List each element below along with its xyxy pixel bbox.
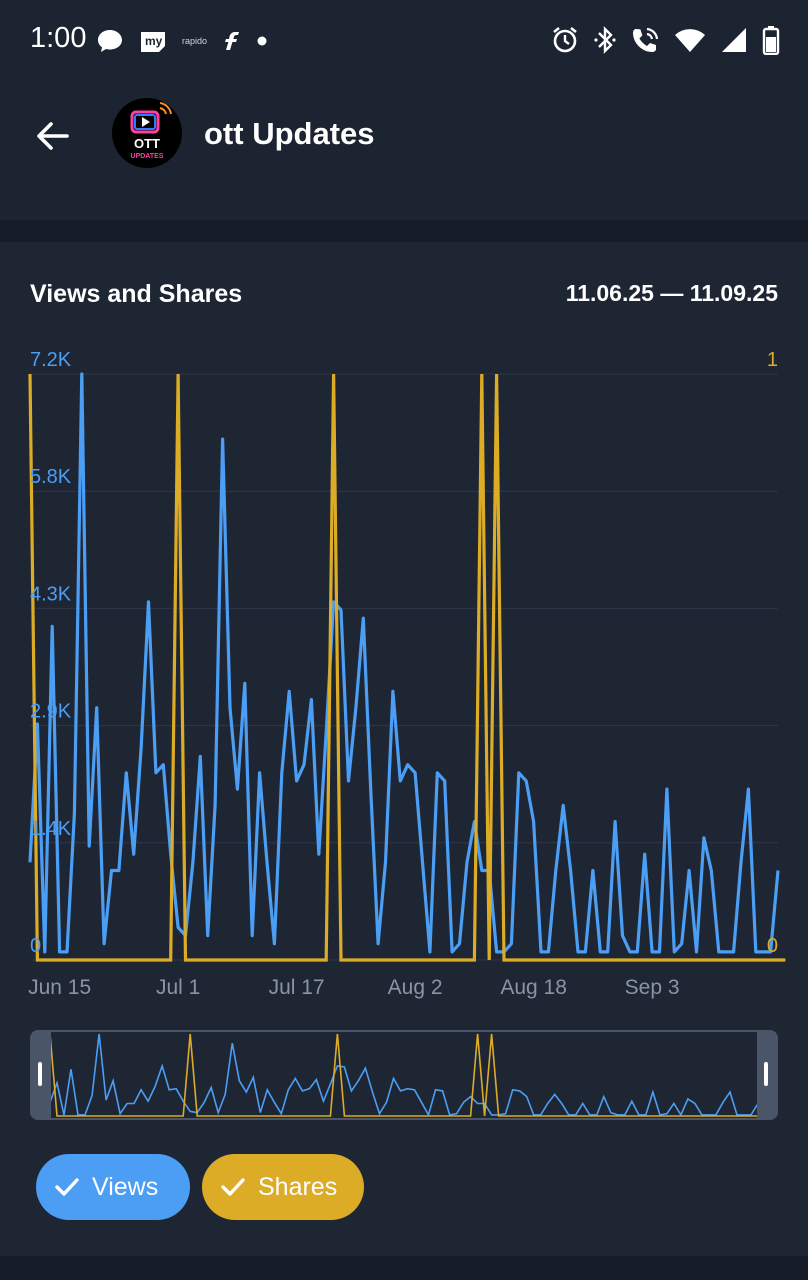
alarm-icon [553,26,577,53]
arrow-left-icon [37,122,69,150]
y-left-tick-label: 2.9K [30,701,72,723]
x-tick-label: Sep 3 [625,976,680,999]
battery-icon [762,26,780,55]
chart-title: Views and Shares [30,280,243,308]
status-bar: 1:00 my rapido [0,0,808,82]
svg-text:my: my [145,34,163,48]
signal-icon [722,28,746,52]
channel-title: ott Updates [204,116,375,151]
shares-toggle-label: Shares [258,1172,338,1201]
navigator-shares-line [49,1033,765,1117]
section-divider [0,220,808,242]
y-left-tick-label: 4.3K [30,583,72,605]
shares-line [28,373,786,962]
app-header: OTT UPDATES ott Updates [0,82,808,220]
chat-bubble-icon [98,30,122,52]
back-button[interactable] [28,112,76,160]
y-left-tick-label: 0 [30,935,41,957]
avatar-line1: OTT [134,136,160,151]
status-system-icons [550,22,780,58]
checkmark-icon [221,1178,245,1196]
y-left-tick-label: 1.4K [30,818,72,840]
grid-lines [30,373,778,961]
status-time: 1:00 [30,22,87,54]
rapido-app-icon: rapido [182,36,208,46]
y-right-tick-label: 1 [767,349,778,371]
my-app-icon: my [141,32,165,52]
y-left-tick-label: 5.8K [30,466,72,488]
wifi-icon [675,29,705,52]
shares-toggle[interactable]: Shares [202,1154,364,1220]
x-axis-labels: Jun 15 Jul 1 Jul 17 Aug 2 Aug 18 Sep 3 [28,976,679,999]
navigator-views-series [49,1033,759,1117]
x-tick-label: Jul 1 [156,976,200,999]
views-toggle[interactable]: Views [36,1154,190,1220]
views-series [28,372,780,954]
x-tick-label: Jul 17 [269,976,325,999]
range-navigator[interactable] [30,1030,778,1120]
bluetooth-icon [594,26,616,54]
navigator-shares-series [49,1033,765,1117]
avatar[interactable]: OTT UPDATES [112,98,182,168]
shares-series [28,373,786,962]
tv-logo-icon: OTT UPDATES [130,102,172,160]
y-axis-labels: 0 1.4K 2.9K 4.3K 5.8K 7.2K 0 1 [30,349,778,957]
x-tick-label: Aug 2 [388,976,443,999]
dot-icon [257,36,267,46]
bottom-band [0,1256,808,1280]
date-range[interactable]: 11.06.25 — 11.09.25 [565,280,778,306]
y-left-tick-label: 7.2K [30,349,72,371]
legend: Views Shares [36,1154,364,1220]
navigator-views-line [49,1033,759,1117]
flipkart-icon [225,32,240,50]
chart-card: Views and Shares 11.06.25 — 11.09.25 0 1.… [0,242,808,1256]
views-toggle-label: Views [92,1172,159,1201]
x-tick-label: Jun 15 [28,976,91,999]
main-chart[interactable]: 0 1.4K 2.9K 4.3K 5.8K 7.2K 0 1 Jun 15 Jul 1 Jul 1… [0,332,808,1012]
left-handle-grip-icon [38,1062,42,1086]
navigator-background [30,1030,778,1120]
x-tick-label: Aug 18 [500,976,567,999]
checkmark-icon [55,1178,79,1196]
y-right-tick-label: 0 [767,935,778,957]
right-handle-grip-icon [764,1062,768,1086]
status-notification-icons: my rapido [96,24,267,58]
wifi-call-icon [633,27,659,52]
avatar-line2: UPDATES [131,153,164,160]
views-line [28,372,780,954]
